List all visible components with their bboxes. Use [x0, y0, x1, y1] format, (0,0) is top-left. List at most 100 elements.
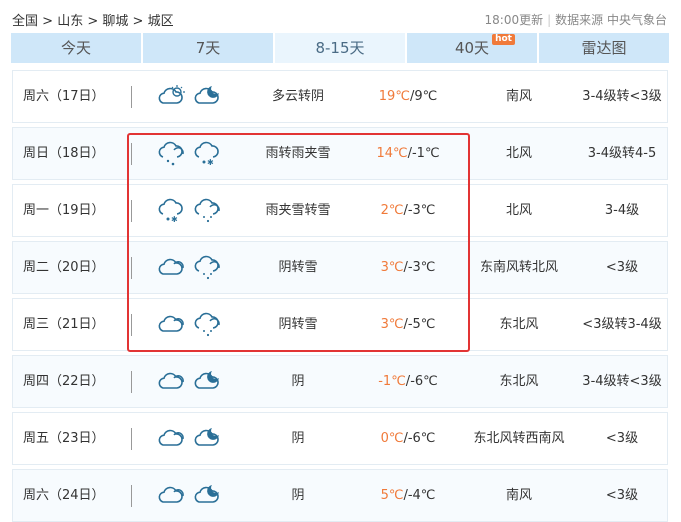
overcast-icon — [158, 258, 184, 275]
weather-icons — [157, 482, 223, 508]
weather-desc: 阴 — [291, 374, 305, 389]
svg-text:✱: ✱ — [171, 215, 178, 223]
day-label: 周三（21日） — [23, 317, 105, 332]
temperature: 19℃/9℃ — [378, 89, 438, 104]
temperature: 2℃/-3℃ — [380, 203, 436, 218]
overcast-icon — [158, 429, 184, 446]
day-label: 周四（22日） — [23, 374, 105, 389]
tab-1[interactable]: 7天 — [143, 33, 273, 63]
low-temp: -6℃ — [410, 374, 438, 389]
wind-direction: 东北风 — [499, 317, 539, 332]
day-label: 周六（17日） — [23, 89, 105, 104]
weather-desc: 阴 — [291, 488, 305, 503]
breadcrumb-link: 城区 — [147, 14, 174, 29]
wind-level: 3-4级转4-5 — [587, 146, 657, 161]
low-temp: -3℃ — [407, 260, 436, 275]
tab-label: 雷达图 — [581, 39, 627, 57]
weather-desc: 阴转雪 — [278, 260, 318, 275]
snow-icon — [194, 255, 220, 280]
breadcrumb-link[interactable]: 全国 — [12, 14, 39, 29]
high-temp: 0℃ — [380, 431, 404, 446]
tab-3[interactable]: 40天 hot — [407, 33, 537, 63]
low-temp: -4℃ — [407, 488, 436, 503]
wind-level: <3级 — [605, 260, 639, 275]
forecast-row: 周五（23日） 阴 0℃/-6℃ 东北风转西南风 <3级 — [12, 412, 668, 465]
breadcrumb-separator: > — [83, 14, 103, 29]
high-temp: 3℃ — [380, 260, 404, 275]
overcast-icon — [158, 315, 184, 332]
weather-desc: 雨夹雪转雪 — [265, 203, 331, 218]
low-temp: -5℃ — [407, 317, 436, 332]
tab-0[interactable]: 今天 — [11, 33, 141, 63]
forecast-row: 周四（22日） 阴 -1℃/-6℃ 东北风 3-4级转<3级 — [12, 355, 668, 408]
day-label: 周六（24日） — [23, 488, 105, 503]
weather-icons — [157, 83, 223, 109]
forecast-row: 周二（20日） 阴转雪 3℃/-3℃ 东南风转北风 <3级 — [12, 241, 668, 294]
wind-direction: 东北风 — [499, 374, 539, 389]
forecast-row: 周日（18日） ✱ 雨转雨夹雪 14℃/-1℃ 北风 3-4级转4-5 — [12, 127, 668, 180]
forecast-row: 周六（17日） 多云转阴 19℃/9℃ 南风 3-4级转<3级 — [12, 70, 668, 123]
wind-direction: 东北风转西南风 — [473, 431, 565, 446]
rain-icon — [158, 141, 184, 166]
breadcrumb-link[interactable]: 山东 — [57, 14, 84, 29]
wind-level: <3级转3-4级 — [582, 317, 662, 332]
wind-level: 3-4级 — [604, 203, 640, 218]
wind-level: 3-4级转<3级 — [582, 89, 662, 104]
breadcrumb-separator: > — [38, 14, 58, 29]
partly-cloudy-night-icon — [194, 485, 219, 503]
divider — [131, 143, 132, 165]
divider — [131, 200, 132, 222]
partly-cloudy-night-icon — [194, 371, 219, 389]
tab-label: 今天 — [60, 39, 91, 57]
weather-icons — [157, 254, 223, 280]
weather-icons — [157, 425, 223, 451]
forecast-row: 周六（24日） 阴 5℃/-4℃ 南风 <3级 — [12, 469, 668, 522]
low-temp: -3℃ — [407, 203, 436, 218]
weather-desc: 雨转雨夹雪 — [265, 146, 331, 161]
data-source: 数据来源 中央气象台 — [555, 13, 667, 27]
high-temp: 14℃ — [376, 146, 408, 161]
high-temp: 3℃ — [380, 317, 404, 332]
divider — [131, 371, 132, 393]
low-temp: -6℃ — [407, 431, 436, 446]
weather-desc: 阴转雪 — [278, 317, 318, 332]
high-temp: -1℃ — [378, 374, 406, 389]
partly-cloudy-night-icon — [194, 428, 219, 446]
hot-badge: hot — [492, 34, 515, 45]
tab-label: 40天 — [454, 39, 490, 57]
sleet-icon: ✱ — [194, 141, 219, 166]
temperature: 0℃/-6℃ — [380, 431, 436, 446]
temperature: 14℃/-1℃ — [376, 146, 440, 161]
wind-level: 3-4级转<3级 — [582, 374, 662, 389]
weather-icons — [157, 368, 223, 394]
wind-direction: 南风 — [505, 488, 532, 503]
divider — [131, 86, 132, 108]
wind-level: <3级 — [605, 488, 639, 503]
tab-label: 8-15天 — [315, 39, 365, 57]
tab-4[interactable]: 雷达图 — [539, 33, 669, 63]
forecast-row: 周一（19日） ✱ 雨夹雪转雪 2℃/-3℃ 北风 3-4级 — [12, 184, 668, 237]
low-temp: 9℃ — [414, 89, 438, 104]
day-label: 周一（19日） — [23, 203, 105, 218]
tab-2[interactable]: 8-15天 — [275, 33, 405, 63]
wind-level: <3级 — [605, 431, 639, 446]
temperature: -1℃/-6℃ — [378, 374, 438, 389]
temperature: 3℃/-5℃ — [380, 317, 436, 332]
overcast-icon — [158, 486, 184, 503]
tab-label: 7天 — [195, 39, 221, 57]
wind-direction: 东南风转北风 — [479, 260, 558, 275]
day-label: 周五（23日） — [23, 431, 105, 446]
low-temp: -1℃ — [411, 146, 440, 161]
breadcrumb-link[interactable]: 聊城 — [102, 14, 129, 29]
day-label: 周二（20日） — [23, 260, 105, 275]
temperature: 5℃/-4℃ — [380, 488, 436, 503]
weather-desc: 阴 — [291, 431, 305, 446]
temperature: 3℃/-3℃ — [380, 260, 436, 275]
weather-icons: ✱ — [157, 197, 223, 223]
wind-direction: 北风 — [505, 203, 532, 218]
day-label: 周日（18日） — [23, 146, 105, 161]
divider — [131, 428, 132, 450]
divider — [131, 485, 132, 507]
snow-icon — [194, 312, 220, 337]
high-temp: 2℃ — [380, 203, 404, 218]
